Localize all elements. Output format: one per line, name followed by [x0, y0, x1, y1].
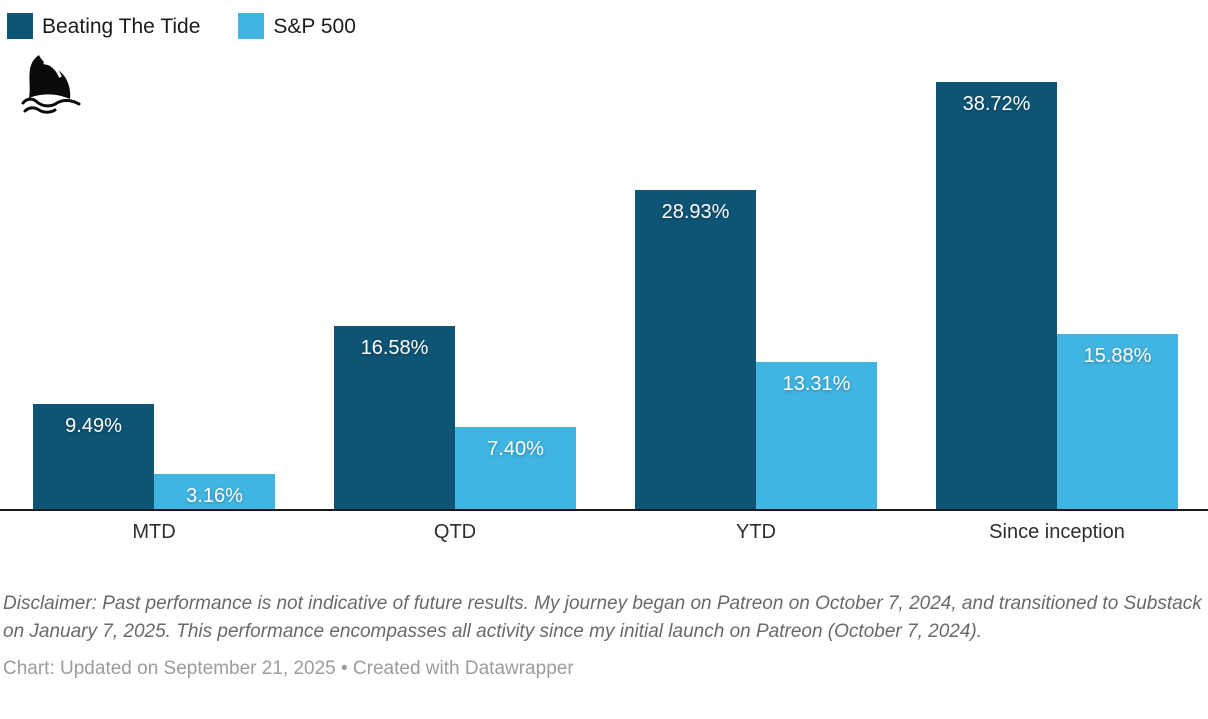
- bar-beating-the-tide-since-inception: 38.72%: [936, 82, 1057, 509]
- bar-value-label: 3.16%: [186, 485, 243, 507]
- bar-value-label: 15.88%: [1083, 345, 1152, 367]
- x-axis-label-ytd: YTD: [736, 521, 776, 543]
- shark-fin-icon: [21, 55, 81, 114]
- legend-swatch-beating-the-tide: [7, 13, 33, 39]
- chart-footer: Disclaimer: Past performance is not indi…: [0, 544, 1208, 681]
- bar-beating-the-tide-mtd: 9.49%: [33, 404, 154, 509]
- legend-item-sp500: S&P 500: [238, 13, 356, 39]
- bar-sp500-ytd: 13.31%: [756, 362, 877, 509]
- chart-container: Beating The Tide S&P 500 9.49% 3.16%: [0, 13, 1208, 681]
- bar-sp500-since-inception: 15.88%: [1057, 334, 1178, 509]
- bar-sp500-qtd: 7.40%: [455, 427, 576, 509]
- legend-swatch-sp500: [238, 13, 265, 39]
- x-axis-label-mtd: MTD: [132, 521, 176, 543]
- bar-group-since-inception: 38.72% 15.88%: [936, 82, 1178, 509]
- legend-label: S&P 500: [273, 14, 356, 38]
- x-axis-label-qtd: QTD: [433, 521, 477, 543]
- x-axis-labels: MTD QTD YTD Since inception: [0, 511, 1208, 544]
- bar-value-label: 9.49%: [65, 415, 122, 437]
- bars-row: 9.49% 3.16% 16.58% 7.40% 28.93%: [33, 82, 1178, 509]
- bar-group-mtd: 9.49% 3.16%: [33, 404, 275, 509]
- legend-item-beating-the-tide: Beating The Tide: [7, 13, 200, 39]
- credit-text: Chart: Updated on September 21, 2025 • C…: [3, 658, 574, 679]
- bar-value-label: 16.58%: [360, 337, 429, 359]
- legend: Beating The Tide S&P 500: [7, 13, 356, 39]
- bar-value-label: 28.93%: [661, 201, 730, 223]
- bar-value-label: 13.31%: [782, 373, 851, 395]
- x-axis-label-since-inception: Since inception: [989, 521, 1125, 543]
- bar-group-qtd: 16.58% 7.40%: [334, 326, 576, 509]
- bar-value-label: 38.72%: [962, 93, 1031, 115]
- bar-beating-the-tide-ytd: 28.93%: [635, 190, 756, 509]
- legend-label: Beating The Tide: [42, 14, 201, 38]
- disclaimer-text: Disclaimer: Past performance is not indi…: [3, 593, 1202, 642]
- plot-area: Beating The Tide S&P 500 9.49% 3.16%: [0, 13, 1208, 511]
- bar-group-ytd: 28.93% 13.31%: [635, 190, 877, 509]
- bar-value-label: 7.40%: [487, 438, 544, 460]
- bar-sp500-mtd: 3.16%: [154, 474, 275, 509]
- bar-beating-the-tide-qtd: 16.58%: [334, 326, 455, 509]
